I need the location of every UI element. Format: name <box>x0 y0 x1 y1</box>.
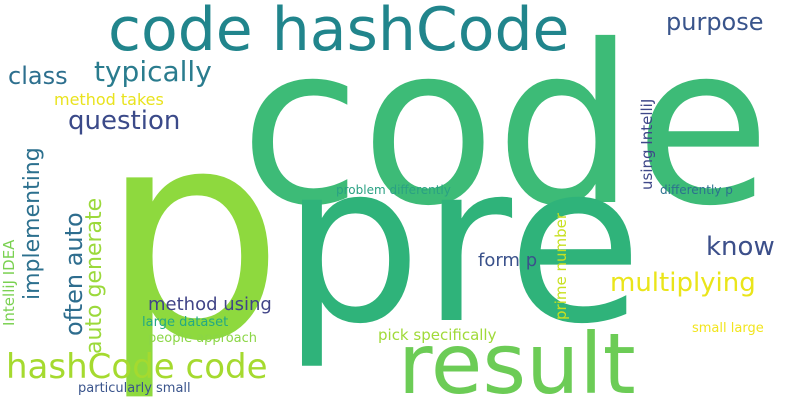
word-implementing: implementing <box>20 147 45 300</box>
word-small-large: small large <box>692 321 764 336</box>
word-form-p: form p <box>478 250 538 271</box>
word-prime-number: prime number <box>552 212 570 320</box>
word-typically: typically <box>94 55 212 88</box>
word-intellij-idea: IntelliJ IDEA <box>0 239 18 326</box>
word-method-using: method using <box>148 294 272 315</box>
word-know: know <box>706 232 775 262</box>
word-hashcode-code: hashCode code <box>6 347 268 387</box>
word-pre: pre <box>282 116 643 372</box>
word-particularly-small: particularly small <box>78 381 191 396</box>
word-pick-specifically: pick specifically <box>378 326 497 344</box>
word-using-intellij: using IntelliJ <box>638 98 656 190</box>
word-question: question <box>68 106 181 136</box>
word-large-dataset: large dataset <box>142 315 229 330</box>
word-auto-generate: auto generate <box>82 197 107 354</box>
word-code: code <box>240 0 771 254</box>
word-class: class <box>8 62 68 90</box>
word-code-hashcode: code hashCode <box>108 0 570 65</box>
word-differently-p: differently p <box>660 183 733 197</box>
word-p: p <box>100 68 285 400</box>
word-purpose: purpose <box>666 8 764 36</box>
word-problem-differently: problem differently <box>336 183 451 197</box>
word-result: result <box>398 315 636 400</box>
word-multiplying: multiplying <box>610 268 756 298</box>
word-method-takes: method takes <box>54 90 164 109</box>
word-people-approach: people approach <box>148 331 258 346</box>
